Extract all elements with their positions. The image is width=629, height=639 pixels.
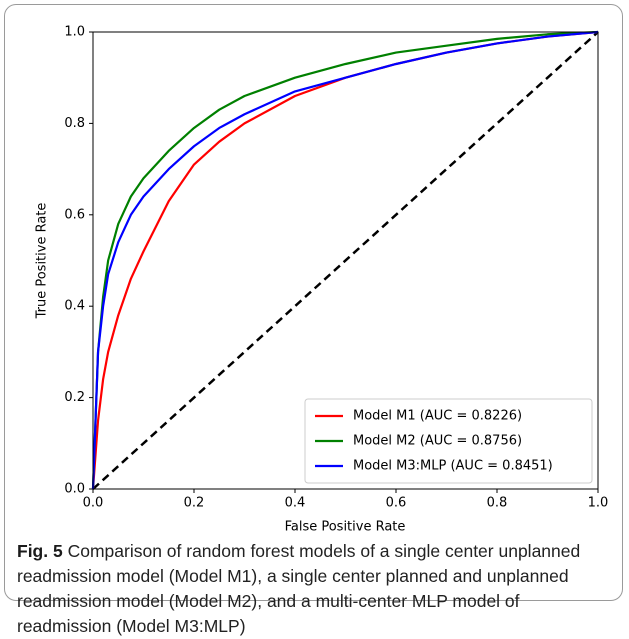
chart: False Positive Rate 0.0 0.2 0.4 0.6 0.8 1.0 0.… [35, 25, 609, 535]
chance-line [92, 31, 599, 490]
y-tick-label: 0.0 [64, 482, 85, 497]
figure-frame [4, 4, 623, 601]
y-tick-label: 0.2 [64, 390, 85, 405]
x-tick-label: 0.4 [285, 496, 306, 511]
y-tick-label: 0.6 [64, 207, 85, 222]
y-tick-label: 0.8 [64, 116, 85, 131]
x-tick-label: 1.0 [588, 496, 609, 511]
page: {"chart_data": {"type": "line", "xlabel"… [4, 4, 623, 636]
roc-curve [91, 30, 599, 490]
y-axis-label: True Positive Rate [35, 203, 50, 320]
y-tick-label: 1.0 [64, 25, 85, 40]
legend-label: Model M2 (AUC = 0.8756) [353, 434, 522, 449]
x-axis-label: False Positive Rate [285, 520, 406, 535]
legend-box [304, 398, 593, 484]
caption: Fig. 5 Comparison of random forest model… [17, 539, 613, 639]
y-tick-label: 0.4 [64, 299, 85, 314]
caption-text: Comparison of random forest models of a … [17, 541, 581, 636]
legend-label: Model M1 (AUC = 0.8226) [353, 409, 522, 424]
x-tick-label: 0.2 [184, 496, 205, 511]
roc-curve [91, 30, 599, 490]
legend-label: Model M3:MLP (AUC = 0.8451) [353, 459, 553, 474]
x-tick-label: 0.0 [83, 496, 104, 511]
x-tick-label: 0.8 [487, 496, 508, 511]
plot-frame [92, 31, 599, 490]
x-tick-label: 0.6 [386, 496, 407, 511]
caption-label: Fig. 5 [17, 541, 63, 561]
